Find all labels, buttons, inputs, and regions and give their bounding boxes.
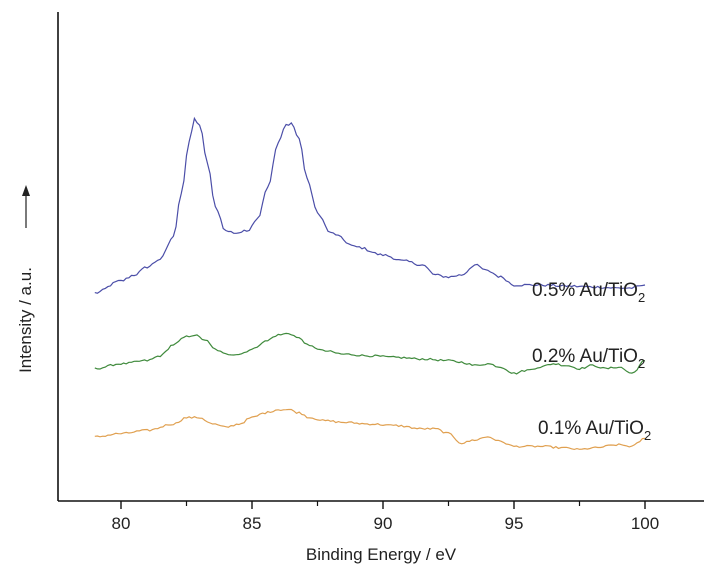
series-line-2 bbox=[94, 332, 646, 375]
series-line-1 bbox=[94, 116, 646, 294]
x-tick-label: 95 bbox=[505, 514, 524, 533]
series-line-3 bbox=[94, 408, 646, 451]
x-tick-label: 85 bbox=[243, 514, 262, 533]
series-label-2: 0.2% Au/TiO2 bbox=[532, 346, 645, 371]
axes bbox=[57, 12, 704, 502]
x-axis-title: Binding Energy / eV bbox=[306, 545, 457, 564]
x-tick-labels: 80 85 90 95 100 bbox=[112, 514, 660, 533]
x-tick-label: 100 bbox=[631, 514, 659, 533]
x-tick-label: 90 bbox=[374, 514, 393, 533]
series-label-3: 0.1% Au/TiO2 bbox=[538, 418, 651, 443]
series-label-1: 0.5% Au/TiO2 bbox=[532, 280, 645, 305]
series-labels: 0.5% Au/TiO2 0.2% Au/TiO2 0.1% Au/TiO2 bbox=[532, 280, 651, 443]
y-axis-arrow-icon bbox=[22, 185, 30, 228]
y-axis-title: Intensity / a.u. bbox=[16, 267, 35, 373]
plot-lines bbox=[94, 116, 646, 451]
x-tick-label: 80 bbox=[112, 514, 131, 533]
x-ticks bbox=[120, 501, 646, 509]
